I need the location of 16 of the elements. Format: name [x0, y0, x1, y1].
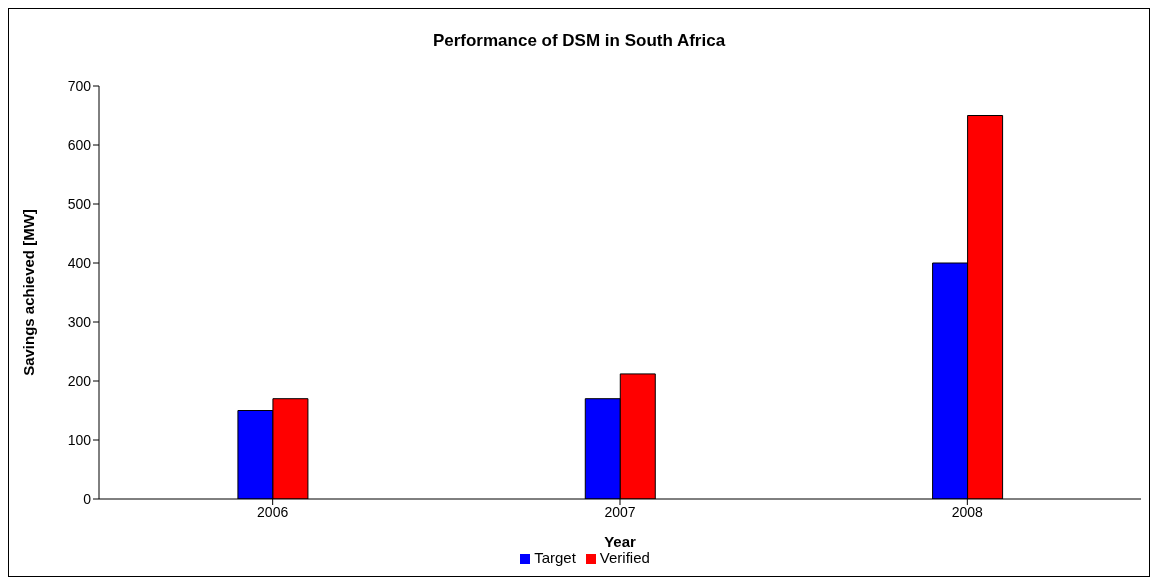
y-tick-label: 500 — [67, 195, 92, 212]
y-tick-label: 0 — [83, 490, 92, 507]
y-tick-label: 300 — [67, 313, 92, 330]
y-tick-label: 200 — [67, 372, 92, 389]
legend-label: Target — [534, 549, 576, 566]
x-axis-title: Year — [604, 533, 637, 550]
y-axis-title: Savings achieved [MW] — [20, 209, 38, 376]
y-tick-label: 100 — [67, 431, 92, 448]
y-tick-label: 600 — [67, 136, 92, 153]
x-tick-label: 2008 — [951, 503, 984, 520]
chart-title: Performance of DSM in South Africa — [431, 30, 727, 52]
legend-label: Verified — [599, 549, 650, 566]
x-tick-label: 2006 — [257, 503, 289, 520]
x-tick-label: 2007 — [604, 503, 636, 520]
y-tick-label: 700 — [67, 77, 92, 94]
y-tick-label: 400 — [67, 254, 92, 271]
